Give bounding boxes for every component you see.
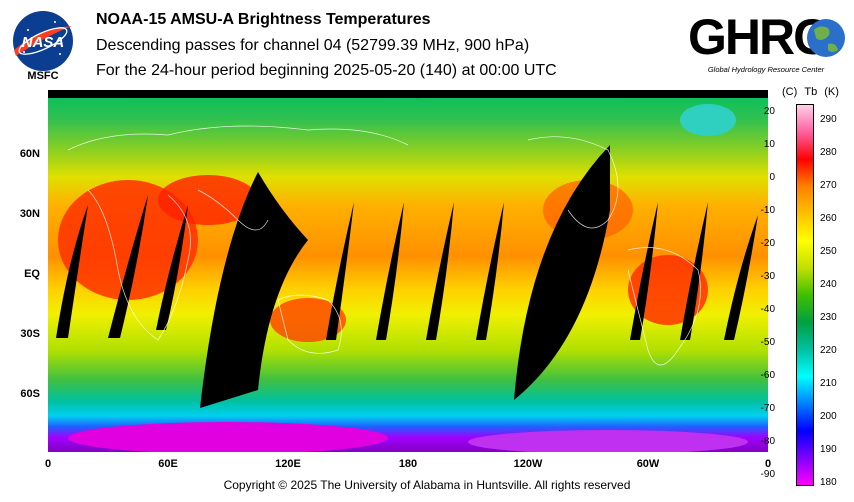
colorbar-kelvin-label: 230: [820, 312, 837, 323]
colorbar-kelvin-label: 290: [820, 114, 837, 125]
ghrc-text: GHRC: [688, 9, 828, 65]
colorbar-celsius-label: -30: [760, 271, 775, 282]
lat-label-30n: 30N: [19, 208, 40, 220]
nasa-logo: NASA MSFC: [10, 8, 76, 88]
channel-subtitle: Descending passes for channel 04 (52799.…: [96, 37, 530, 54]
colorbar-header-k: (K): [824, 86, 839, 98]
colorbar-celsius-label: -20: [760, 238, 775, 249]
brightness-map: ←: [48, 86, 768, 454]
lon-label-0-left: 0: [44, 458, 52, 470]
direction-arrow-icon: ←: [413, 90, 427, 102]
lon-label-60w: 60W: [636, 458, 660, 470]
colorbar: [796, 104, 814, 486]
nasa-meatball-icon: NASA: [13, 11, 73, 71]
colorbar-kelvin-label: 260: [820, 213, 837, 224]
colorbar-kelvin-label: 250: [820, 246, 837, 257]
colorbar-celsius-label: -60: [760, 370, 775, 381]
lat-label-eq: EQ: [24, 268, 40, 280]
colorbar-kelvin-label: 210: [820, 378, 837, 389]
colorbar-gradient: [797, 105, 813, 485]
period-subtitle: For the 24-hour period beginning 2025-05…: [96, 62, 557, 79]
missing-data-band: [48, 90, 768, 98]
colorbar-celsius-label: -10: [760, 205, 775, 216]
colorbar-kelvin-label: 200: [820, 411, 837, 422]
lat-label-60n: 60N: [19, 148, 40, 160]
coastlines: [67, 125, 701, 366]
colorbar-celsius-label: 0: [769, 172, 775, 183]
lon-label-180: 180: [398, 458, 418, 470]
colorbar-header-tb: Tb: [804, 86, 818, 98]
colorbar-celsius-label: 10: [763, 139, 775, 150]
antarctica-region: [68, 422, 388, 454]
colorbar-kelvin-label: 280: [820, 147, 837, 158]
lat-label-60s: 60S: [20, 388, 40, 400]
colorbar-celsius-label: 20: [763, 106, 775, 117]
colorbar-celsius-label: -70: [760, 403, 775, 414]
colorbar-header: (C) Tb (K): [782, 86, 839, 98]
colorbar-celsius-label: -80: [760, 436, 775, 447]
copyright-notice: Copyright © 2025 The University of Alaba…: [223, 478, 631, 492]
ghrc-subtitle: Global Hydrology Resource Center: [708, 65, 825, 74]
colorbar-header-c: (C): [782, 86, 798, 98]
australia-region: [270, 298, 346, 342]
colorbar-celsius-label: -40: [760, 304, 775, 315]
colorbar-kelvin-label: 240: [820, 279, 837, 290]
lon-label-60e: 60E: [158, 458, 178, 470]
colorbar-kelvin-label: 190: [820, 444, 837, 455]
colorbar-kelvin-label: 180: [820, 477, 837, 488]
lon-label-0-right: 0: [764, 458, 772, 470]
colorbar-kelvin-label: 220: [820, 345, 837, 356]
missing-swaths: [56, 145, 758, 408]
ghrc-logo: GHRC Global Hydrology Resource Center: [686, 8, 846, 78]
lon-label-120w: 120W: [513, 458, 543, 470]
colorbar-celsius-label: -90: [760, 469, 775, 480]
greenland-region: [680, 104, 736, 136]
lat-label-30s: 30S: [20, 328, 40, 340]
chart-title: NOAA-15 AMSU-A Brightness Temperatures: [96, 11, 431, 28]
colorbar-kelvin-label: 270: [820, 180, 837, 191]
lon-label-120e: 120E: [275, 458, 301, 470]
msfc-label: MSFC: [27, 70, 59, 82]
map-svg: ←: [48, 86, 768, 454]
nasa-text: NASA: [22, 34, 65, 51]
colorbar-celsius-label: -50: [760, 337, 775, 348]
